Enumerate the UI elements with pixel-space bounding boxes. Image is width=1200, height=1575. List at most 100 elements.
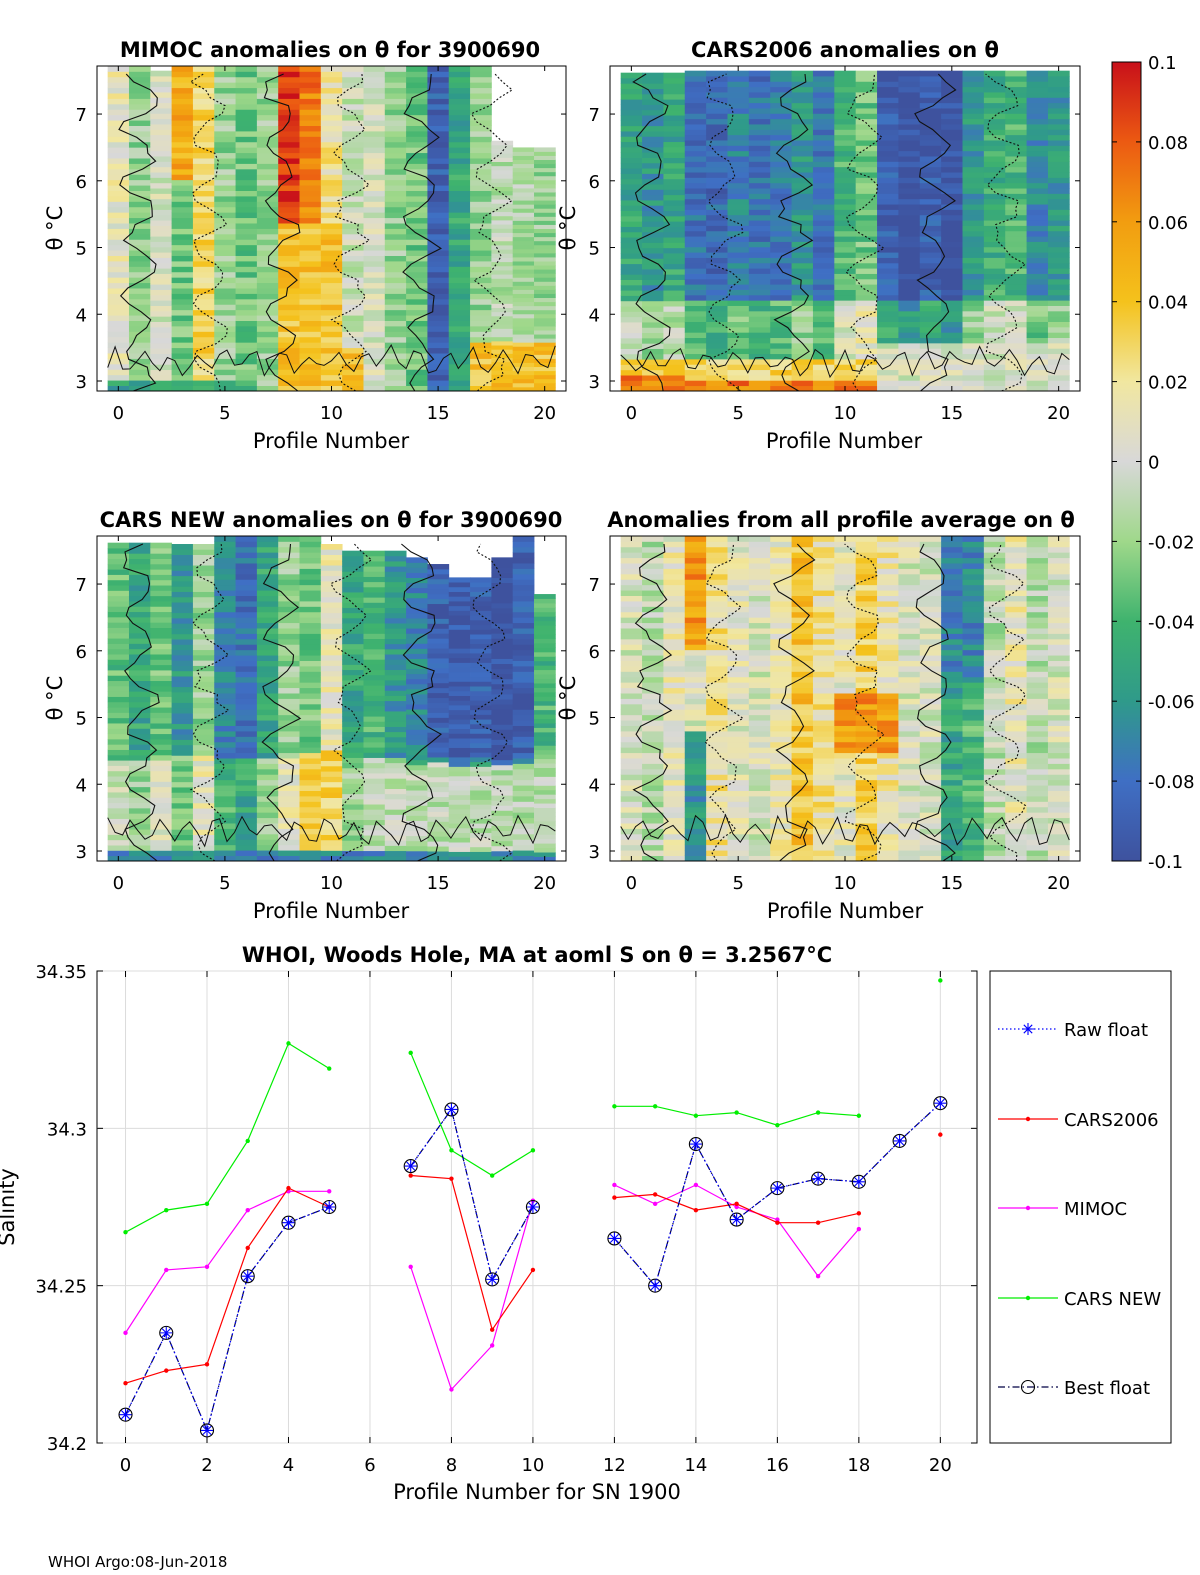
heatmap-cell [962,541,985,548]
heatmap-cell [941,332,963,339]
heatmap-cell [342,643,364,650]
heatmap-cell [834,801,857,808]
heatmap-cell [299,331,322,338]
heatmap-cell [684,364,707,371]
heatmap-cell [491,365,514,371]
heatmap-cell [855,166,878,173]
heatmap-cell [214,179,236,186]
heatmap-cell [812,676,835,683]
heatmap-cell [642,790,664,797]
heatmap-cell [791,129,814,136]
heatmap-cell [877,321,899,328]
heatmap-cell [834,617,857,624]
heatmap-cell [427,212,450,219]
heatmap-cell [320,120,343,126]
heatmap-cell [128,152,151,159]
heatmap-cell [171,617,194,624]
heatmap-cell [406,719,428,725]
heatmap-cell [1026,76,1049,82]
heatmap-cell [706,703,728,710]
heatmap-cell [342,223,364,229]
heatmap-cell [791,687,814,694]
heatmap-cell [448,747,471,753]
heatmap-cell [256,763,279,770]
heatmap-cell [192,66,215,72]
heatmap-cell [941,161,963,168]
heatmap-cell [663,348,686,355]
heatmap-cell [470,293,492,300]
heatmap-cell [919,855,942,861]
heatmap-cell [278,790,300,797]
heatmap-cell [642,194,664,201]
heatmap-cell [534,321,556,327]
heatmap-cell [1005,161,1027,168]
heatmap-cell [706,839,728,846]
heatmap-cell [941,687,963,694]
heatmap-cell [834,823,857,829]
heatmap-cell [941,693,963,699]
heatmap-cell [256,358,279,365]
heatmap-cell [384,783,407,789]
heatmap-cell [855,257,878,264]
heatmap-cell [1047,156,1070,162]
heatmap-cell [534,257,556,262]
heatmap-cell [812,563,835,569]
heatmap-cell [791,241,814,248]
heatmap-cell [299,233,322,240]
heatmap-cell [748,348,771,355]
heatmap-cell [448,87,471,94]
heatmap-cell [448,131,471,137]
heatmap-cell [512,584,535,591]
heatmap-cell [727,92,750,98]
heatmap-cell [171,824,194,830]
heatmap-cell [919,844,942,851]
heatmap-cell [235,844,258,851]
heatmap-cell [214,239,236,246]
heatmap-cell [107,141,130,148]
heatmap-cell [384,103,407,110]
heatmap-cell [171,818,194,825]
heatmap-cell [192,109,215,116]
heatmap-cell [256,617,279,624]
heatmap-cell [128,595,151,602]
heatmap-cell [320,797,343,804]
heatmap-cell [770,828,792,835]
heatmap-cell [448,288,471,294]
heatmap-cell [642,215,664,222]
heatmap-cell [107,326,130,332]
heatmap-cell [470,271,492,278]
heatmap-cell [919,676,942,683]
heatmap-cell [342,293,364,300]
heatmap-cell [448,158,471,164]
heatmap-cell [192,244,215,251]
heatmap-cell [812,182,835,189]
heatmap-cell [684,731,707,737]
heatmap-cell [128,664,151,671]
heatmap-cell [470,179,492,186]
heatmap-cell [150,102,173,109]
heatmap-cell [320,644,343,651]
heatmap-cell [342,71,364,78]
heatmap-cell [448,700,471,706]
heatmap-cell [748,385,771,391]
heatmap-cell [448,282,471,289]
heatmap-cell [235,163,258,170]
heatmap-cell [663,666,686,672]
heatmap-cell [663,125,686,132]
heatmap-cell [727,774,750,781]
heatmap-cell [898,81,921,88]
heatmap-cell [256,725,279,732]
heatmap-cell [278,385,300,391]
heatmap-cell [1026,241,1049,248]
heatmap-cell [962,666,985,672]
heatmap-cell [727,150,750,157]
heatmap-cell [320,358,343,365]
heatmap-cell [256,114,279,121]
heatmap-cell [448,66,471,72]
heatmap-cell [491,199,514,204]
heatmap-cell [235,347,258,354]
heatmap-cell [150,156,173,162]
heatmap-cell [941,736,963,743]
heatmap-cell [834,294,857,301]
heatmap-cell [150,316,173,322]
